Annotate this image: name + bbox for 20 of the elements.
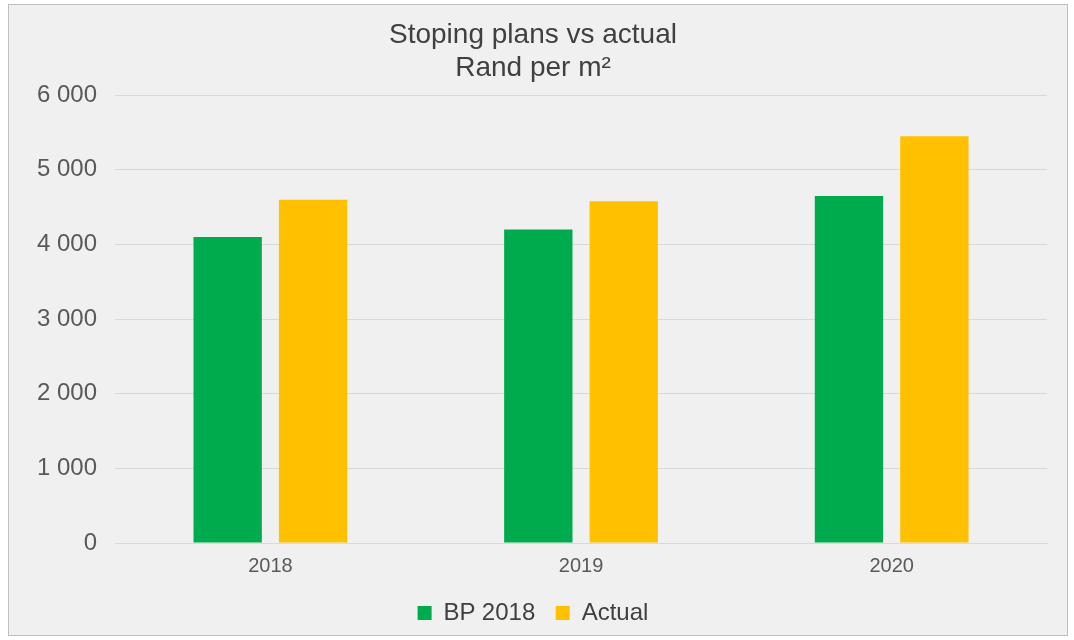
y-tick-label: 6 000 [37,79,98,107]
x-tick-label: 2019 [558,553,604,576]
x-tick-label: 2018 [248,553,293,576]
legend-label: BP 2018 [443,597,536,625]
y-tick-label: 3 000 [37,303,98,331]
legend-label: Actual [581,597,649,625]
bar [900,136,969,543]
y-tick-label: 0 [83,527,98,555]
y-tick-label: 5 000 [37,154,98,182]
chart-subtitle: Rand per m² [455,51,611,83]
y-tick-label: 4 000 [37,229,98,257]
bar [193,237,262,543]
bar [814,195,884,543]
bar [589,201,658,543]
bar [504,229,573,543]
x-tick-label: 2020 [869,553,914,576]
chart-title: Stoping plans vs actual [389,17,677,49]
bar [278,199,348,543]
y-tick-label: 1 000 [37,452,98,480]
y-tick-label: 2 000 [37,378,98,406]
